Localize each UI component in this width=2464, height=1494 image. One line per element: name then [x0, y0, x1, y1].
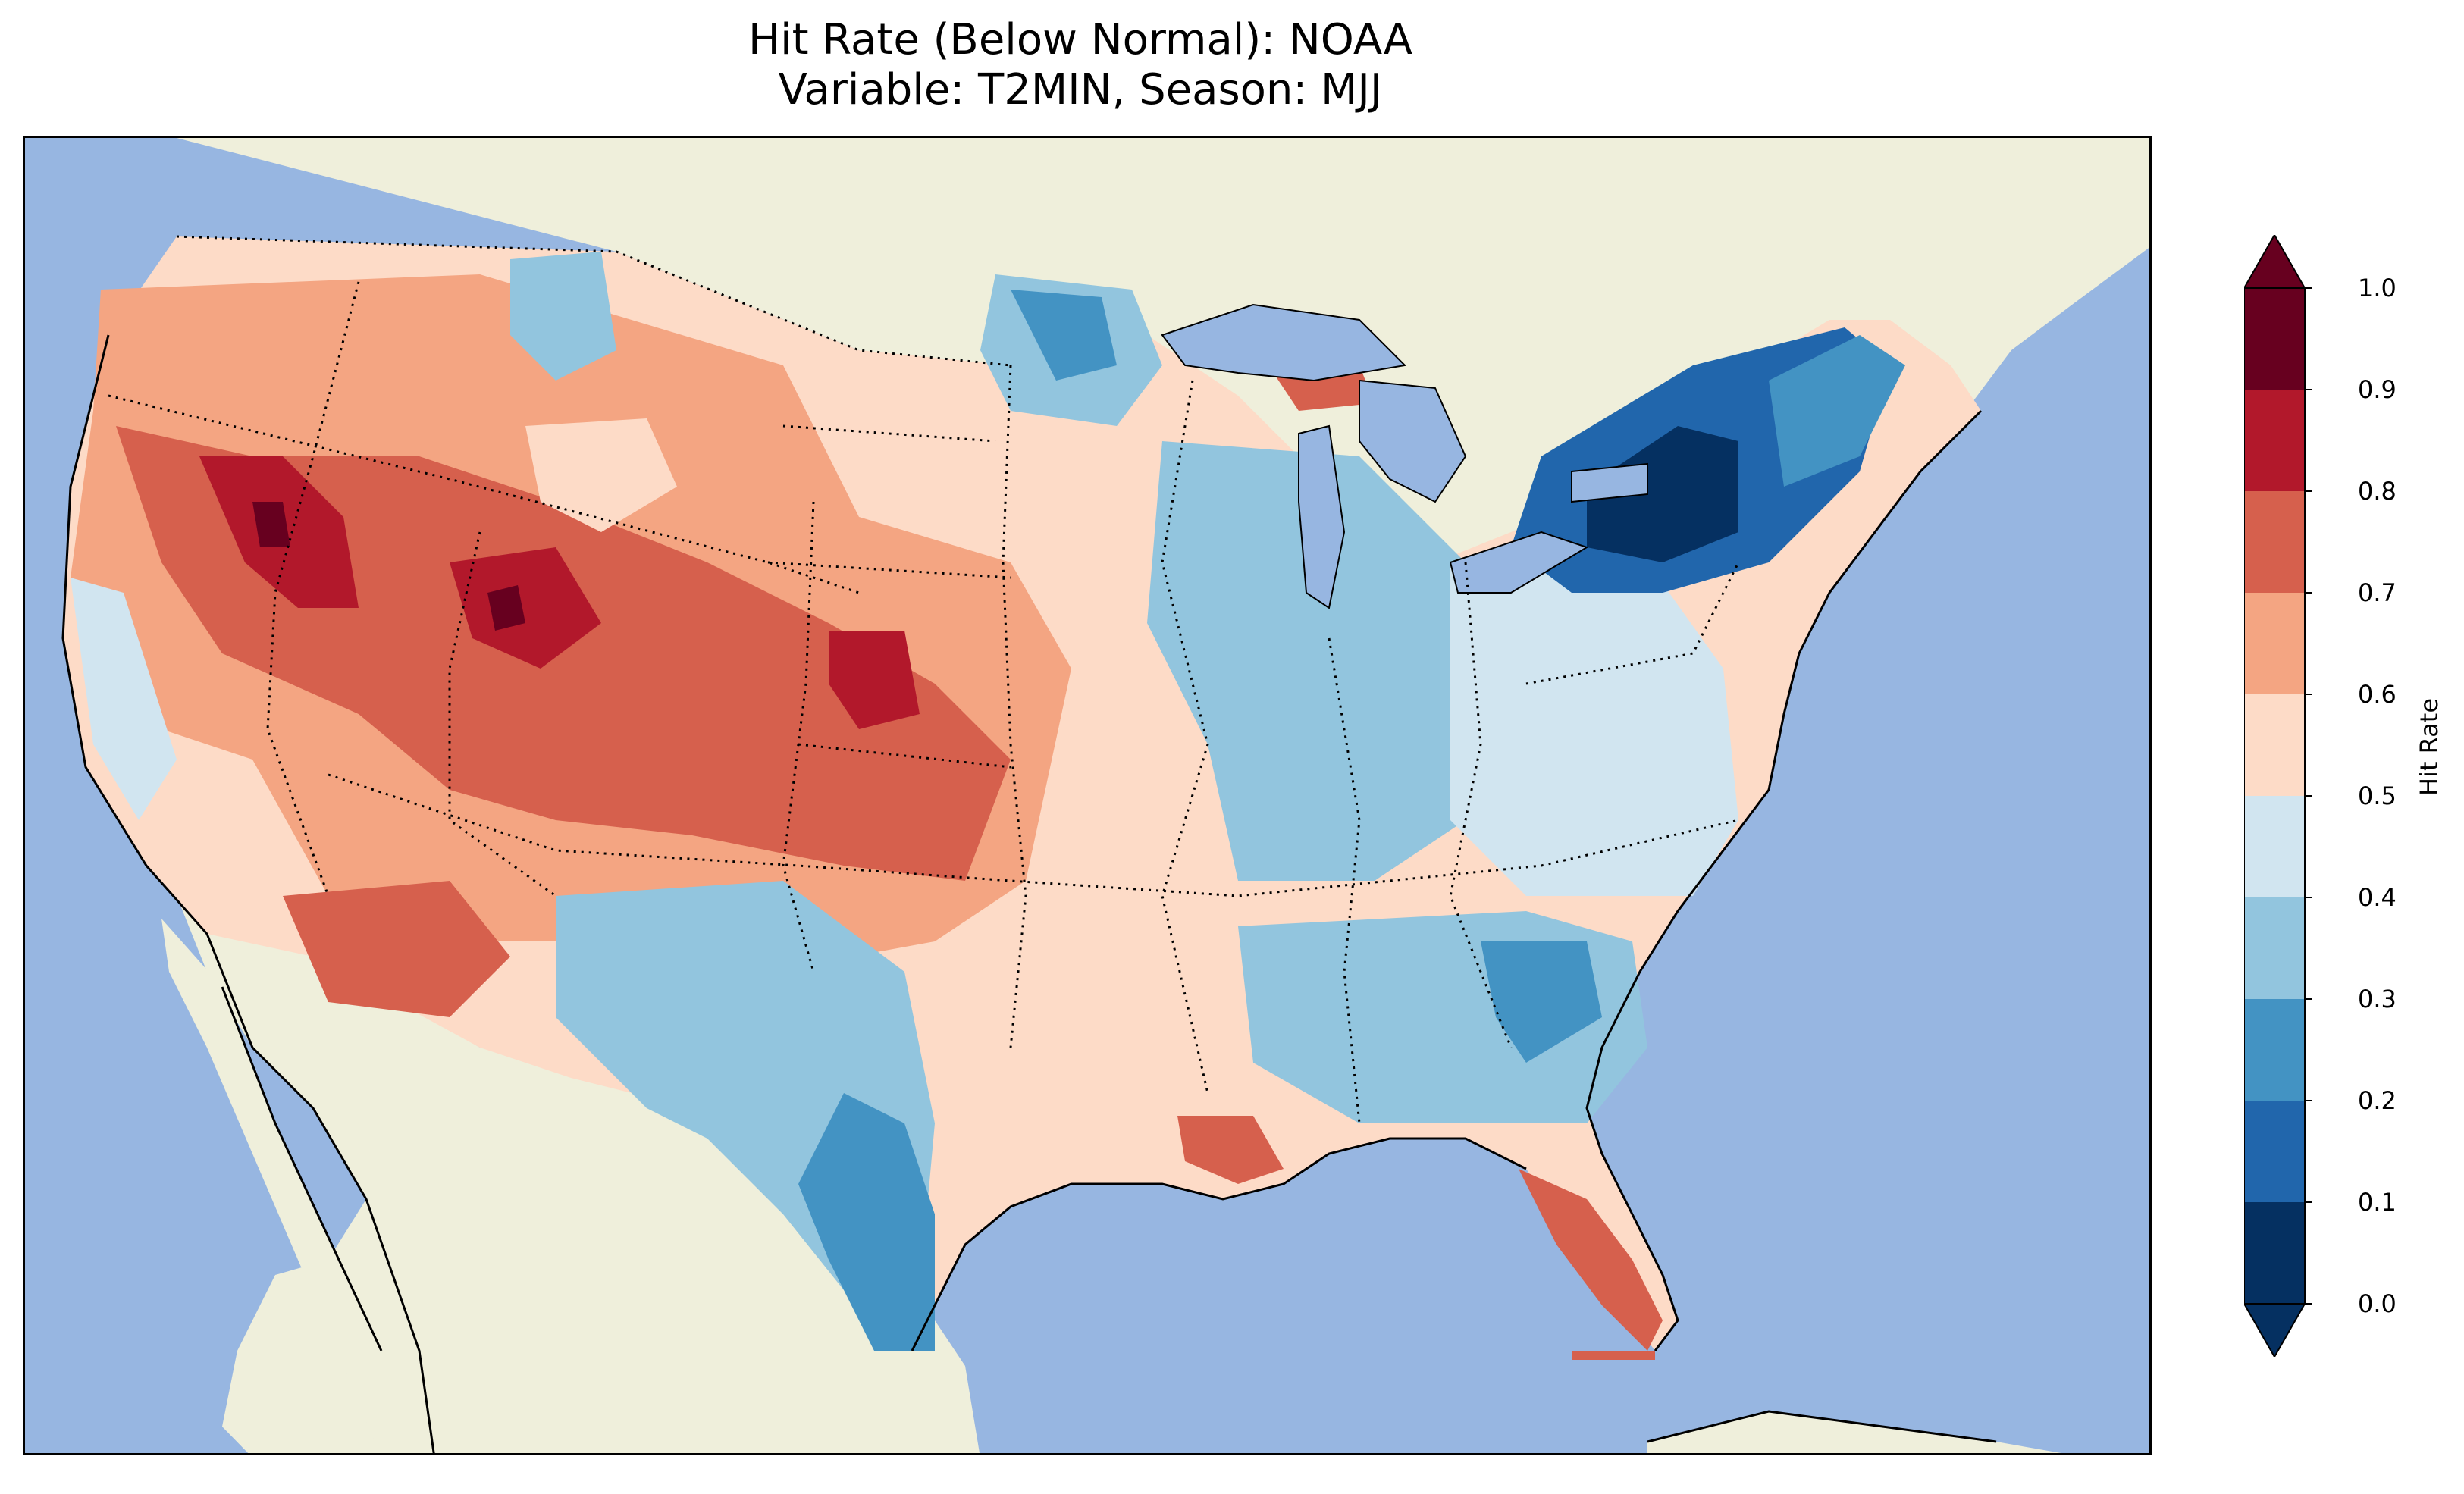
border-49th-parallel	[176, 235, 1011, 367]
cuba-land	[1647, 1411, 2061, 1453]
border-mississippi	[1161, 380, 1209, 1094]
colorbar-bin-5	[2244, 694, 2305, 796]
region-florida-red	[1519, 1169, 1663, 1351]
lake-ontario	[1571, 462, 1648, 503]
colorbar-bin-6	[2244, 593, 2305, 694]
border-oklahoma	[798, 743, 1011, 769]
border-utah-colorado	[448, 531, 556, 897]
colorbar-tick-label: 0.0	[2358, 1289, 2397, 1318]
colorbar-tick-label: 0.5	[2358, 781, 2397, 810]
border-plains-meridian	[782, 501, 815, 973]
region-great-lakes-blue	[1147, 441, 1496, 881]
state-borders	[108, 235, 1740, 1124]
colorbar-tick-label: 0.4	[2358, 883, 2397, 912]
colorbar-bin-8	[2244, 390, 2305, 491]
region-new-england-mid	[1769, 335, 1905, 487]
region-southeast-deep	[1481, 941, 1602, 1063]
pacific-coast	[61, 334, 435, 1453]
colorbar-bin-1	[2244, 1101, 2305, 1202]
region-kansas-dark	[829, 631, 920, 729]
colorbar-tick-label: 0.7	[2358, 578, 2397, 607]
hit-rate-field	[71, 252, 1905, 1360]
region-louisiana-red	[1177, 1116, 1284, 1184]
lake-huron	[1359, 379, 1467, 503]
colorbar-extend-top	[2244, 235, 2306, 289]
baja-land	[161, 919, 418, 1453]
colorbar-bin-4	[2244, 796, 2305, 897]
lake-superior	[1161, 303, 1407, 382]
colorbar-tick-label: 0.8	[2358, 477, 2397, 506]
atlantic-coast	[1585, 409, 1983, 1351]
colorbar-tick-label: 0.3	[2358, 985, 2397, 1013]
border-dakotas	[782, 424, 996, 443]
region-california-pale-blue	[71, 578, 177, 820]
colorbar-extend-bottom	[2244, 1303, 2306, 1357]
colorbar-bin-3	[2244, 897, 2305, 999]
region-wyoming-pale	[525, 418, 677, 532]
region-southwest-orange	[283, 881, 510, 1017]
colorbar-tick-label: 0.9	[2358, 375, 2397, 404]
border-appalachian	[1449, 562, 1513, 1048]
colorbar-bin-0	[2244, 1202, 2305, 1304]
great-lakes	[1161, 303, 1648, 609]
border-ohio-line	[1328, 637, 1361, 1124]
mexico-land	[177, 896, 980, 1453]
region-minnesota-deep	[1011, 290, 1117, 381]
border-central-meridian	[1002, 365, 1027, 1048]
region-texas-deep-blue	[798, 1093, 935, 1351]
border-southern-tier	[328, 773, 1739, 897]
region-ohio-valley-pale	[1450, 562, 1738, 896]
colorbar-bins	[2244, 288, 2305, 1304]
us-hit-rate-map	[61, 138, 2149, 1453]
coastlines	[61, 334, 1997, 1453]
region-florida-keys-dots	[1572, 1351, 1655, 1360]
region-peak-1	[252, 502, 290, 547]
hit-rate-colorbar	[2244, 235, 2312, 1357]
cuba-coast	[1647, 1410, 1997, 1443]
region-utah-dark	[450, 547, 601, 669]
baja-coast	[221, 986, 383, 1351]
map-panel	[23, 136, 2152, 1455]
colorbar-bin-2	[2244, 999, 2305, 1101]
colorbar-tick-label: 0.2	[2358, 1086, 2397, 1115]
map-title: Hit Rate (Below Normal): NOAA Variable: …	[0, 15, 2161, 115]
lake-michigan	[1298, 424, 1346, 609]
colorbar-bin-9	[2244, 288, 2305, 390]
lake-erie	[1449, 531, 1589, 594]
colorbar-bin-7	[2244, 491, 2305, 593]
colorbar-tick-label: 0.6	[2358, 680, 2397, 709]
colorbar-tick-label: 1.0	[2358, 274, 2397, 302]
region-montana-blue	[510, 252, 616, 381]
colorbar-tick-label: 0.1	[2358, 1188, 2397, 1217]
region-peak-2	[487, 585, 525, 631]
border-kansas-nebraska	[767, 561, 1011, 579]
colorbar-label: Hit Rate	[2415, 697, 2444, 796]
border-nevada-utah	[108, 394, 860, 594]
region-new-york-darkest	[1587, 426, 1738, 562]
map-title-line2: Variable: T2MIN, Season: MJJ	[778, 65, 1383, 114]
gulf-coast	[911, 1137, 1527, 1351]
map-title-line1: Hit Rate (Below Normal): NOAA	[748, 15, 1413, 64]
border-rockies-west	[266, 281, 360, 897]
